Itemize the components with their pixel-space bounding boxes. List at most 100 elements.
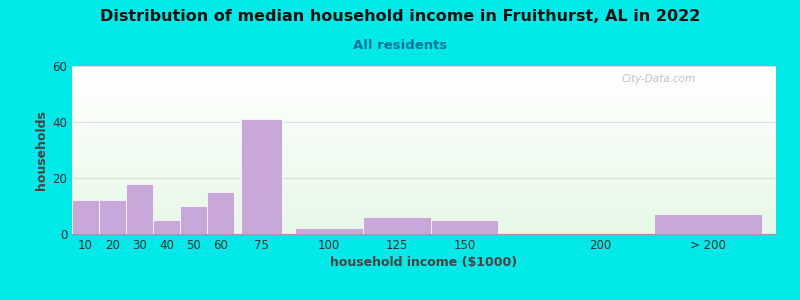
Bar (72, 76, 776, 77)
Bar (72, 182, 776, 183)
Bar (72, 72, 776, 73)
Bar (72, 165, 776, 166)
Bar (72, 177, 776, 178)
Bar (72, 175, 776, 176)
Bar (430, 220, 498, 234)
Bar (72, 81, 776, 82)
Bar (72, 100, 776, 101)
Bar (72, 220, 776, 221)
Bar (72, 123, 776, 124)
Bar (72, 98, 776, 99)
Bar (72, 171, 776, 172)
Bar (72, 122, 776, 123)
Bar (72, 187, 776, 188)
Bar (72, 75, 776, 76)
Bar (72, 143, 776, 144)
Bar (72, 116, 776, 117)
Bar (72, 101, 776, 102)
Bar (72, 83, 776, 84)
Bar (72, 222, 776, 223)
Bar (72, 144, 776, 145)
Bar (72, 69, 776, 70)
Bar (72, 130, 776, 131)
Bar (72, 211, 776, 212)
Bar (72, 131, 776, 132)
Bar (72, 181, 776, 182)
Bar (72, 149, 776, 150)
Bar (72, 201, 776, 202)
Bar (72, 204, 776, 205)
Bar (72, 212, 776, 213)
Bar (295, 228, 363, 234)
Bar (72, 153, 776, 154)
Bar (72, 185, 776, 186)
Bar (72, 164, 776, 165)
Bar (72, 134, 776, 135)
Bar (72, 110, 776, 111)
Bar (99, 200, 126, 234)
Bar (72, 146, 776, 147)
Bar (72, 91, 776, 92)
Bar (72, 139, 776, 140)
Bar (207, 192, 234, 234)
Bar (72, 163, 776, 164)
Bar (72, 225, 776, 226)
Bar (72, 192, 776, 193)
Bar (72, 145, 776, 146)
Bar (72, 184, 776, 185)
Bar (72, 115, 776, 116)
Bar (72, 102, 776, 103)
Bar (72, 215, 776, 216)
Bar (72, 150, 776, 151)
Bar (72, 228, 776, 229)
Bar (72, 168, 776, 169)
Bar (72, 93, 776, 94)
Bar (72, 89, 776, 90)
Bar (72, 121, 776, 122)
Bar (72, 125, 776, 126)
Bar (72, 209, 776, 210)
Bar (72, 100, 776, 101)
Bar (72, 154, 776, 155)
Text: Distribution of median household income in Fruithurst, AL in 2022: Distribution of median household income … (100, 9, 700, 24)
Bar (72, 120, 776, 121)
Bar (72, 173, 776, 174)
Bar (72, 229, 776, 230)
Bar (72, 180, 776, 181)
Bar (72, 117, 776, 118)
Y-axis label: households: households (35, 110, 48, 190)
Bar (126, 184, 154, 234)
Bar (72, 114, 776, 115)
Bar (72, 230, 776, 231)
Bar (72, 141, 776, 142)
Bar (72, 203, 776, 204)
Bar (72, 189, 776, 190)
Bar (72, 95, 776, 96)
Bar (72, 169, 776, 170)
Bar (72, 174, 776, 175)
Bar (72, 85, 776, 86)
Bar (72, 233, 776, 234)
Bar (72, 205, 776, 206)
Bar (72, 178, 776, 179)
Bar (72, 103, 776, 104)
Bar (72, 214, 776, 215)
Bar (363, 217, 430, 234)
Bar (72, 138, 776, 139)
Bar (72, 124, 776, 125)
Bar (72, 183, 776, 184)
Bar (72, 167, 776, 168)
Bar (72, 133, 776, 134)
Bar (72, 190, 776, 191)
Bar (72, 217, 776, 218)
Bar (72, 216, 776, 217)
Bar (72, 210, 776, 211)
Bar (72, 106, 776, 107)
Bar (72, 226, 776, 227)
Bar (72, 137, 776, 138)
Bar (72, 170, 776, 171)
Bar (72, 142, 776, 143)
Bar (154, 220, 180, 234)
Bar (72, 136, 776, 137)
Bar (72, 129, 776, 130)
